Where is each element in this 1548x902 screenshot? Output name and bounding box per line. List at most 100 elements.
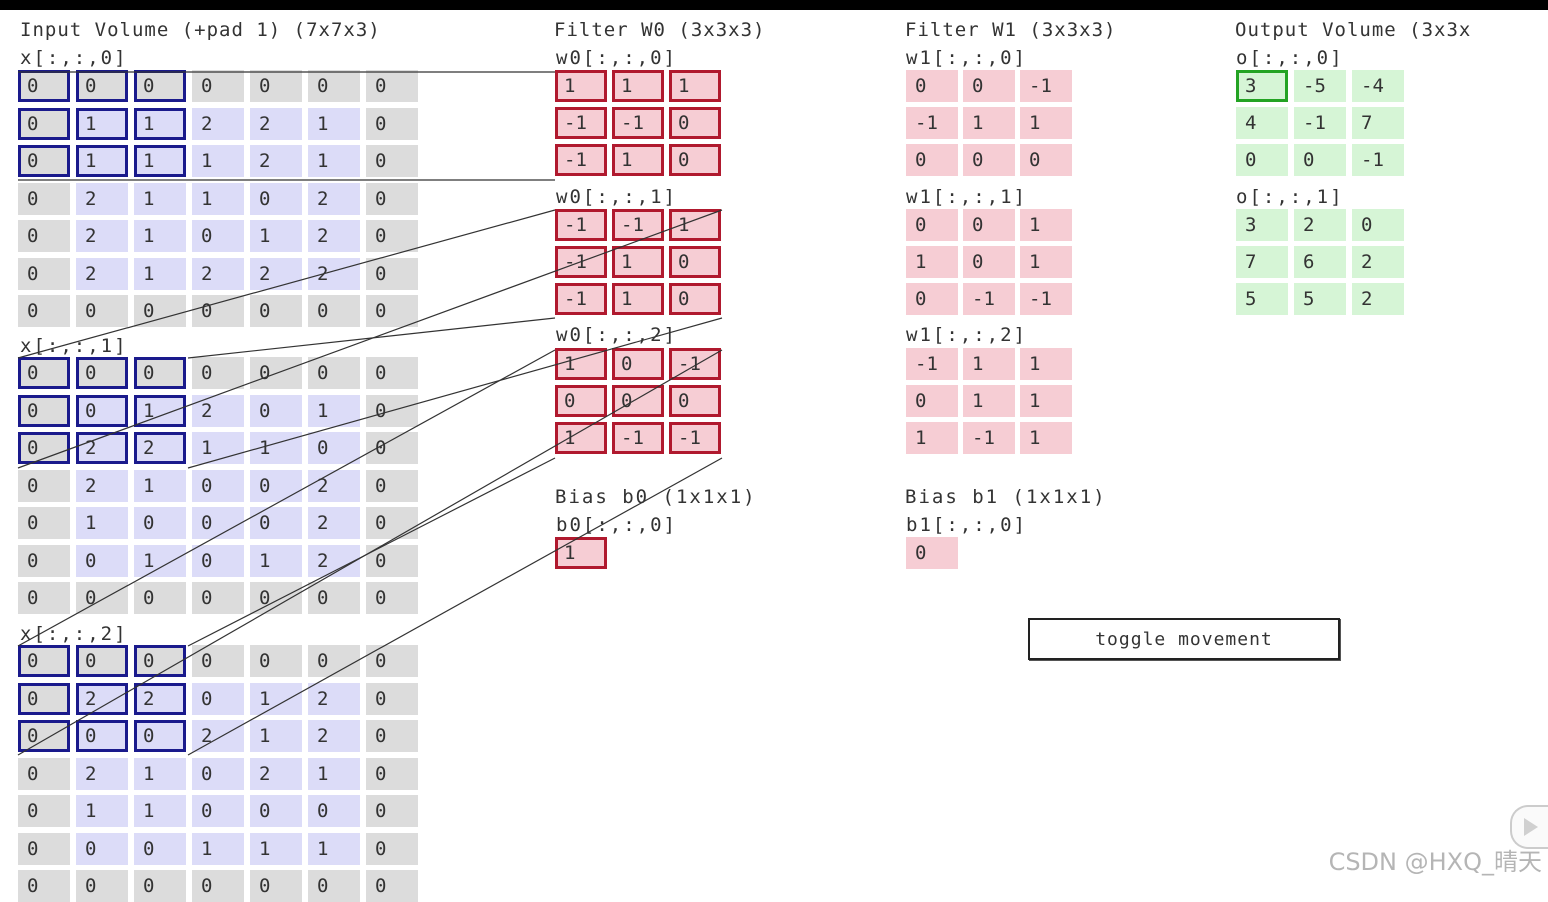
input-cell: 2 xyxy=(192,107,244,140)
input-cell: 1 xyxy=(250,832,302,865)
input-cell: 0 xyxy=(134,295,186,327)
input-cell: 0 xyxy=(18,432,70,464)
output-cell: 0 xyxy=(1236,144,1288,176)
input-cell: 2 xyxy=(308,182,360,215)
input-cell: 2 xyxy=(134,682,186,715)
w0-grid-1: -1 -1 1 -1 1 0 -1 1 0 xyxy=(555,209,721,315)
output-cell: 3 xyxy=(1236,70,1288,102)
w0-cell: 0 xyxy=(669,246,721,278)
w1-cell: 0 xyxy=(963,246,1015,278)
w0-cell: 0 xyxy=(669,144,721,176)
w0-cell: -1 xyxy=(669,348,721,380)
output-cell: 7 xyxy=(1352,107,1404,139)
input-cell: 0 xyxy=(134,507,186,539)
w0-cell: 0 xyxy=(555,385,607,417)
input-cell: 0 xyxy=(18,544,70,577)
output-cell: 3 xyxy=(1236,209,1288,241)
w1-cell: 1 xyxy=(1020,107,1072,139)
w1-cell: 0 xyxy=(906,144,958,176)
input-cell: 0 xyxy=(18,295,70,327)
input-cell: 0 xyxy=(192,357,244,389)
input-cell: 0 xyxy=(18,832,70,865)
w0-cell: 1 xyxy=(612,283,664,315)
input-cell: 0 xyxy=(366,507,418,539)
input-slice-label-2: x[:,:,2] xyxy=(20,623,128,645)
input-cell: 0 xyxy=(18,795,70,827)
input-slice-label-1: x[:,:,1] xyxy=(20,335,128,357)
play-icon[interactable] xyxy=(1510,805,1548,849)
w0-slice-label-0: w0[:,:,0] xyxy=(556,47,677,69)
input-cell: 0 xyxy=(76,357,128,389)
input-cell: 0 xyxy=(134,357,186,389)
w1-grid-1: 0 0 1 1 0 1 0 -1 -1 xyxy=(906,209,1072,315)
input-cell: 0 xyxy=(192,795,244,827)
input-cell: 0 xyxy=(366,220,418,252)
input-cell: 1 xyxy=(250,432,302,464)
w1-cell: 1 xyxy=(1020,246,1072,278)
input-cell: 1 xyxy=(134,394,186,427)
input-cell: 0 xyxy=(192,220,244,252)
w1-cell: 1 xyxy=(963,107,1015,139)
input-cell: 1 xyxy=(192,432,244,464)
input-cell: 1 xyxy=(250,220,302,252)
input-cell: 0 xyxy=(18,507,70,539)
w1-grid-0: 0 0 -1 -1 1 1 0 0 0 xyxy=(906,70,1072,176)
input-cell: 0 xyxy=(366,145,418,177)
output-cell: -5 xyxy=(1294,70,1346,102)
input-cell: 2 xyxy=(76,257,128,290)
w0-cell: -1 xyxy=(612,107,664,139)
input-cell: 1 xyxy=(134,757,186,790)
input-cell: 0 xyxy=(308,357,360,389)
input-cell: 2 xyxy=(76,682,128,715)
w1-cell: 1 xyxy=(906,246,958,278)
w1-cell: 0 xyxy=(963,70,1015,102)
w1-cell: 1 xyxy=(1020,385,1072,417)
w0-cell: 0 xyxy=(669,107,721,139)
output-cell: 5 xyxy=(1294,283,1346,315)
input-cell: 1 xyxy=(76,795,128,827)
input-cell: 2 xyxy=(308,507,360,539)
w0-cell: -1 xyxy=(555,209,607,241)
w1-cell: 0 xyxy=(906,385,958,417)
input-cell: 2 xyxy=(76,182,128,215)
input-cell: 1 xyxy=(192,182,244,215)
input-cell: 0 xyxy=(250,469,302,502)
input-cell: 0 xyxy=(250,582,302,614)
input-cell: 0 xyxy=(366,257,418,290)
input-cell: 1 xyxy=(308,107,360,140)
w0-cell: 1 xyxy=(612,144,664,176)
input-cell: 0 xyxy=(18,582,70,614)
output-cell: 2 xyxy=(1352,246,1404,278)
w0-cell: -1 xyxy=(612,422,664,454)
filter-w0-title: Filter W0 (3x3x3) xyxy=(554,19,766,41)
input-cell: 0 xyxy=(18,469,70,502)
input-cell: 0 xyxy=(366,544,418,577)
w0-cell: 1 xyxy=(555,422,607,454)
input-cell: 2 xyxy=(250,757,302,790)
input-cell: 0 xyxy=(134,70,186,102)
w1-cell: 1 xyxy=(963,348,1015,380)
input-cell: 1 xyxy=(250,544,302,577)
input-cell: 0 xyxy=(250,870,302,902)
w0-cell: -1 xyxy=(555,283,607,315)
input-cell: 0 xyxy=(192,295,244,327)
input-cell: 0 xyxy=(366,357,418,389)
input-cell: 1 xyxy=(134,469,186,502)
input-cell: 0 xyxy=(134,832,186,865)
input-cell: 0 xyxy=(308,295,360,327)
output-cell: 4 xyxy=(1236,107,1288,139)
input-cell: 0 xyxy=(250,795,302,827)
toggle-movement-button[interactable]: toggle movement xyxy=(1028,618,1340,660)
bias-b0-title: Bias b0 (1x1x1) xyxy=(555,486,757,508)
input-cell: 0 xyxy=(250,295,302,327)
output-cell: 2 xyxy=(1294,209,1346,241)
w0-cell: -1 xyxy=(555,246,607,278)
w1-cell: 1 xyxy=(1020,209,1072,241)
input-cell: 0 xyxy=(18,720,70,752)
w0-cell: -1 xyxy=(612,209,664,241)
w1-cell: 1 xyxy=(963,385,1015,417)
input-cell: 0 xyxy=(366,469,418,502)
output-cell: 7 xyxy=(1236,246,1288,278)
